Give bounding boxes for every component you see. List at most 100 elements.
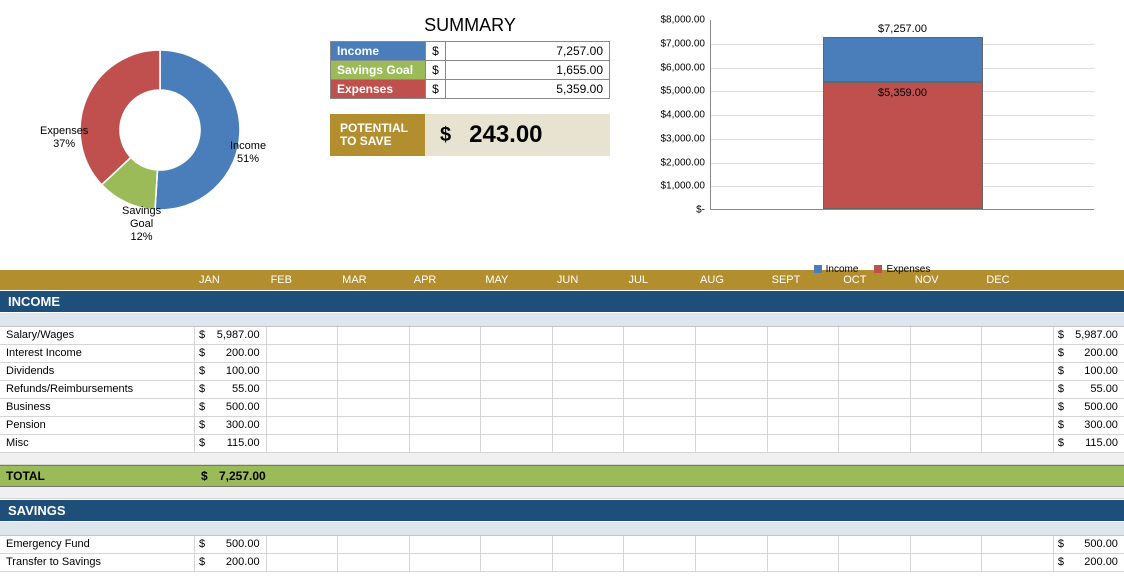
- cell[interactable]: [410, 417, 482, 434]
- cell[interactable]: [410, 399, 482, 416]
- cell[interactable]: [338, 345, 410, 362]
- cell[interactable]: [624, 554, 696, 571]
- cell[interactable]: [267, 363, 339, 380]
- cell[interactable]: [624, 417, 696, 434]
- cell[interactable]: [481, 417, 553, 434]
- table-row[interactable]: Salary/Wages$5,987.00$5,987.00: [0, 327, 1124, 345]
- cell[interactable]: [338, 536, 410, 553]
- cell[interactable]: [911, 417, 983, 434]
- cell[interactable]: [481, 554, 553, 571]
- cell[interactable]: $55.00: [195, 381, 267, 398]
- cell[interactable]: [982, 345, 1054, 362]
- cell[interactable]: [768, 327, 840, 344]
- cell[interactable]: [338, 435, 410, 452]
- cell[interactable]: [911, 554, 983, 571]
- cell[interactable]: [911, 345, 983, 362]
- cell[interactable]: [553, 417, 625, 434]
- cell[interactable]: [696, 363, 768, 380]
- cell[interactable]: [839, 554, 911, 571]
- cell[interactable]: [768, 417, 840, 434]
- cell[interactable]: [768, 345, 840, 362]
- cell[interactable]: [768, 554, 840, 571]
- cell[interactable]: [267, 435, 339, 452]
- table-row[interactable]: Emergency Fund$500.00$500.00: [0, 536, 1124, 554]
- cell[interactable]: [553, 435, 625, 452]
- cell[interactable]: [911, 435, 983, 452]
- cell[interactable]: [696, 417, 768, 434]
- cell[interactable]: $115.00: [195, 435, 267, 452]
- cell[interactable]: [338, 363, 410, 380]
- cell[interactable]: [839, 399, 911, 416]
- cell[interactable]: $200.00: [195, 554, 267, 571]
- cell[interactable]: [338, 381, 410, 398]
- cell[interactable]: $500.00: [195, 399, 267, 416]
- table-row[interactable]: Transfer to Savings$200.00$200.00: [0, 554, 1124, 572]
- cell[interactable]: [624, 536, 696, 553]
- cell[interactable]: [839, 435, 911, 452]
- cell[interactable]: $500.00: [195, 536, 267, 553]
- cell[interactable]: [911, 399, 983, 416]
- cell[interactable]: [338, 327, 410, 344]
- cell[interactable]: [267, 345, 339, 362]
- cell[interactable]: [481, 363, 553, 380]
- cell[interactable]: [338, 399, 410, 416]
- cell[interactable]: [982, 327, 1054, 344]
- cell[interactable]: [553, 327, 625, 344]
- cell[interactable]: [982, 363, 1054, 380]
- cell[interactable]: [481, 327, 553, 344]
- table-row[interactable]: Pension$300.00$300.00: [0, 417, 1124, 435]
- cell[interactable]: [911, 327, 983, 344]
- table-row[interactable]: Misc$115.00$115.00: [0, 435, 1124, 453]
- cell[interactable]: [982, 435, 1054, 452]
- cell[interactable]: [267, 327, 339, 344]
- cell[interactable]: [410, 536, 482, 553]
- cell[interactable]: [839, 417, 911, 434]
- cell[interactable]: [768, 399, 840, 416]
- cell[interactable]: [267, 399, 339, 416]
- table-row[interactable]: Business$500.00$500.00: [0, 399, 1124, 417]
- cell[interactable]: [553, 536, 625, 553]
- cell[interactable]: [696, 327, 768, 344]
- cell[interactable]: $100.00: [195, 363, 267, 380]
- cell[interactable]: $300.00: [195, 417, 267, 434]
- cell[interactable]: [410, 435, 482, 452]
- cell[interactable]: [481, 399, 553, 416]
- cell[interactable]: [481, 435, 553, 452]
- cell[interactable]: [982, 417, 1054, 434]
- cell[interactable]: [624, 399, 696, 416]
- cell[interactable]: [267, 554, 339, 571]
- cell[interactable]: [839, 381, 911, 398]
- cell[interactable]: [410, 381, 482, 398]
- cell[interactable]: [768, 536, 840, 553]
- cell[interactable]: [410, 327, 482, 344]
- cell[interactable]: [911, 363, 983, 380]
- cell[interactable]: [481, 345, 553, 362]
- cell[interactable]: [624, 435, 696, 452]
- cell[interactable]: [338, 417, 410, 434]
- cell[interactable]: [768, 435, 840, 452]
- cell[interactable]: [839, 536, 911, 553]
- table-row[interactable]: Interest Income$200.00$200.00: [0, 345, 1124, 363]
- cell[interactable]: [624, 345, 696, 362]
- cell[interactable]: [481, 536, 553, 553]
- cell[interactable]: [624, 381, 696, 398]
- cell[interactable]: [696, 536, 768, 553]
- cell[interactable]: [982, 399, 1054, 416]
- cell[interactable]: [911, 536, 983, 553]
- cell[interactable]: [982, 381, 1054, 398]
- cell[interactable]: [338, 554, 410, 571]
- cell[interactable]: [553, 345, 625, 362]
- table-row[interactable]: Refunds/Reimbursements$55.00$55.00: [0, 381, 1124, 399]
- cell[interactable]: [553, 381, 625, 398]
- cell[interactable]: [696, 435, 768, 452]
- cell[interactable]: [768, 363, 840, 380]
- cell[interactable]: [553, 399, 625, 416]
- cell[interactable]: [410, 345, 482, 362]
- cell[interactable]: $5,987.00: [195, 327, 267, 344]
- cell[interactable]: [410, 554, 482, 571]
- cell[interactable]: [696, 381, 768, 398]
- cell[interactable]: [911, 381, 983, 398]
- cell[interactable]: [410, 363, 482, 380]
- cell[interactable]: [553, 554, 625, 571]
- cell[interactable]: [768, 381, 840, 398]
